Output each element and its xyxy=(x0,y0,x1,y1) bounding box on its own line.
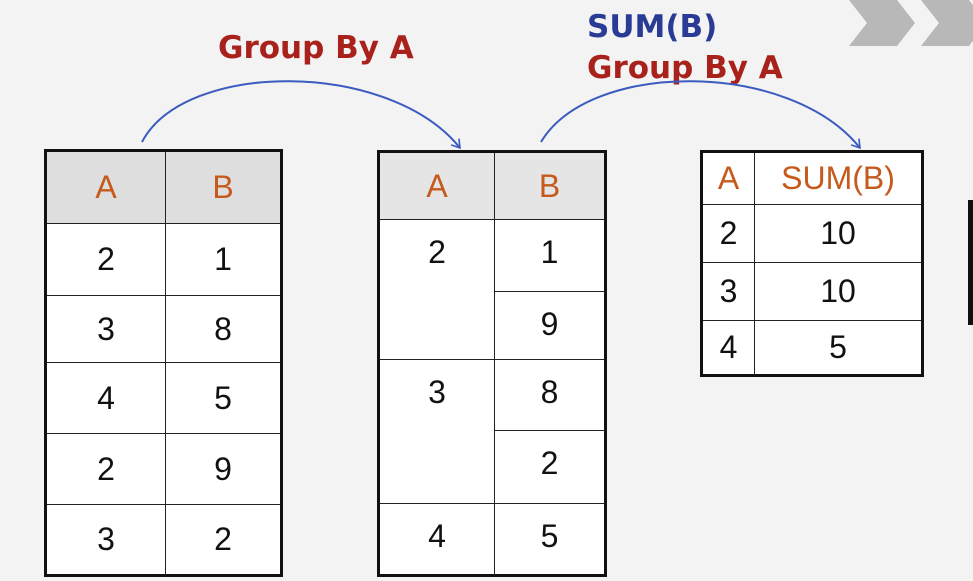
chevron-nav xyxy=(849,0,973,46)
cell: 4 xyxy=(701,320,755,376)
sum-b-label: SUM(B) xyxy=(587,9,718,45)
cell: 1 xyxy=(494,219,606,292)
header-sum-b: SUM(B) xyxy=(754,151,923,205)
edge-bar xyxy=(968,200,973,325)
group-by-label-2: Group By A xyxy=(587,50,783,86)
cell: 5 xyxy=(165,362,282,434)
cell: 3 xyxy=(45,504,166,576)
cell: 1 xyxy=(165,223,282,296)
grouped-table: A B 2 1 9 3 8 2 4 5 xyxy=(377,150,607,577)
header-b: B xyxy=(165,150,282,224)
cell: 8 xyxy=(494,359,606,431)
header-a: A xyxy=(45,150,166,224)
cell: 5 xyxy=(754,320,923,376)
arrow-sum xyxy=(540,80,861,150)
cell: 2 xyxy=(45,223,166,296)
header-b: B xyxy=(494,151,606,220)
cell: 2 xyxy=(701,204,755,263)
cell: 2 xyxy=(45,433,166,505)
cell: 9 xyxy=(165,433,282,505)
cell: 9 xyxy=(494,291,606,360)
cell: 5 xyxy=(494,503,606,576)
cell: 8 xyxy=(165,295,282,363)
cell: 3 xyxy=(701,262,755,321)
cell: 10 xyxy=(754,204,923,263)
group-by-label-1: Group By A xyxy=(218,30,414,66)
cell: 10 xyxy=(754,262,923,321)
header-a: A xyxy=(378,151,495,220)
chevron-right-icon xyxy=(849,0,915,46)
group-key: 2 xyxy=(378,219,495,360)
cell: 3 xyxy=(45,295,166,363)
chevron-right-icon xyxy=(921,0,973,46)
arrow-group-by xyxy=(141,80,461,150)
cell: 2 xyxy=(494,430,606,504)
cell: 4 xyxy=(45,362,166,434)
header-a: A xyxy=(701,151,755,205)
cell: 2 xyxy=(165,504,282,576)
group-key: 3 xyxy=(378,359,495,504)
group-key: 4 xyxy=(378,503,495,576)
